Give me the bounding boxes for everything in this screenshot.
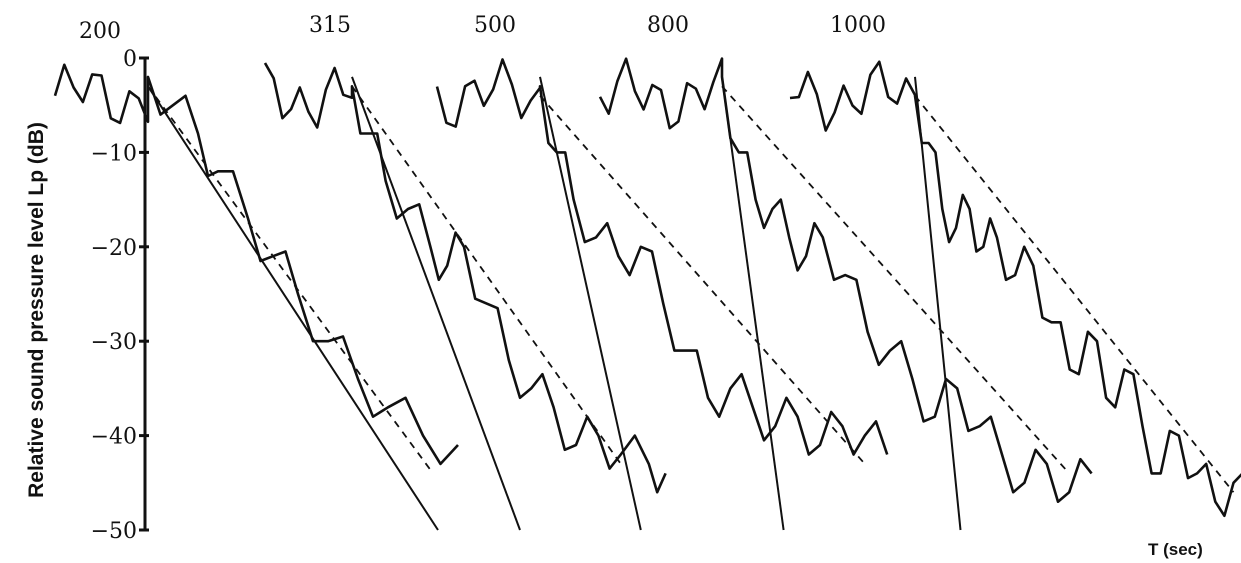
- y-tick-label: −10: [91, 141, 137, 166]
- fit-line: [351, 76, 521, 531]
- frequency-label: 200: [79, 19, 121, 44]
- series-200: 200: [53, 19, 459, 531]
- series-800: 800: [598, 13, 1093, 531]
- frequency-label: 800: [647, 13, 689, 38]
- y-tick-label: −50: [91, 519, 137, 544]
- regression-line: [351, 85, 622, 465]
- y-axis: [139, 56, 149, 532]
- series-500: 500: [435, 13, 889, 531]
- decay-trace: [435, 58, 889, 456]
- y-tick-label: 0: [123, 47, 137, 72]
- fit-line: [914, 76, 962, 531]
- fit-line: [721, 76, 785, 531]
- series-1000: 1000: [789, 13, 1241, 531]
- regression-line: [914, 95, 1235, 493]
- x-axis-title: T (sec): [1148, 540, 1203, 559]
- frequency-label: 1000: [830, 13, 886, 38]
- regression-line: [721, 85, 1070, 474]
- decay-trace: [789, 60, 1241, 518]
- decay-series: 200 315 500 800 1000: [53, 13, 1241, 531]
- fit-line: [147, 85, 439, 531]
- series-315: 315: [263, 13, 667, 531]
- y-tick-label: −30: [91, 330, 137, 355]
- frequency-label: 315: [309, 13, 351, 38]
- regression-line: [147, 85, 434, 474]
- y-tick-label: −40: [91, 425, 137, 450]
- decay-trace: [53, 63, 459, 466]
- decay-trace: [598, 57, 1093, 503]
- frequency-label: 500: [474, 13, 516, 38]
- decay-trace: [263, 62, 667, 494]
- fit-line: [539, 76, 642, 531]
- regression-line: [539, 95, 866, 465]
- y-tick-label: −20: [91, 236, 137, 261]
- y-tick-labels: 0 −10 −20 −30 −40 −50: [91, 47, 137, 544]
- y-axis-title: Relative sound pressure level Lp (dB): [25, 122, 48, 498]
